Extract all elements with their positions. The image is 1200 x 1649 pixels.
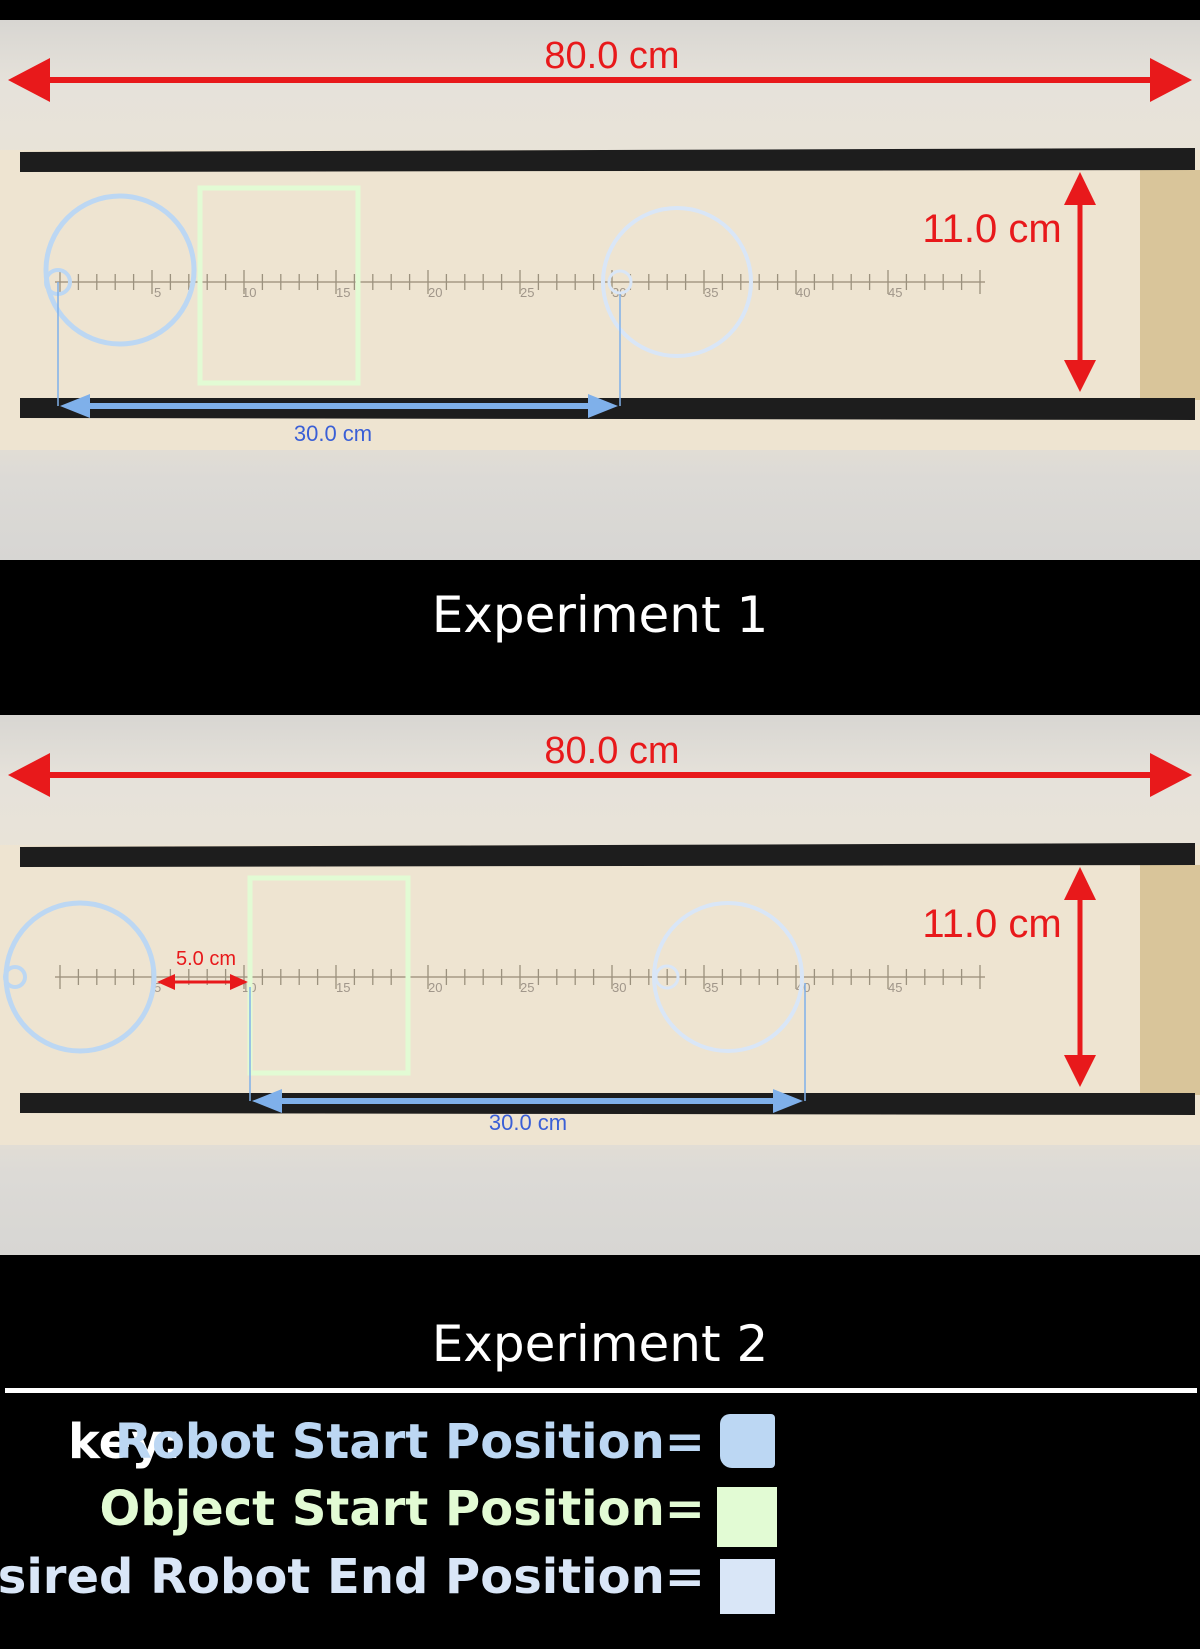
robot-start-reference-dot [3, 965, 27, 989]
robot-end-marker [652, 901, 804, 1053]
robot-end-reference-dot [654, 964, 680, 990]
ruler-label: 10 [242, 285, 256, 300]
ruler-label: 45 [888, 285, 902, 300]
ruler-label: 20 [428, 980, 442, 995]
ruler-label: 25 [520, 285, 534, 300]
key-title: key: [68, 1414, 182, 1470]
gap-dimension-arrow [157, 974, 248, 990]
ruler-label: 35 [704, 285, 718, 300]
height-label: 11.0 cm [922, 902, 1061, 946]
height-dimension-arrow [1064, 172, 1096, 392]
ruler-label: 15 [336, 285, 350, 300]
ruler-label: 5 [154, 285, 161, 300]
ruler-label: 35 [704, 980, 718, 995]
ruler-label: 25 [520, 980, 534, 995]
key-label-robot-start: Robot Start Position= [114, 1414, 705, 1470]
travel-dimension-arrow [57, 282, 621, 418]
robot-end-marker [601, 206, 753, 358]
top-rail [20, 148, 1195, 172]
width-label: 80.0 cm [544, 35, 679, 77]
end-block [1140, 865, 1200, 1095]
travel-label: 30.0 cm [489, 1110, 567, 1135]
object-start-marker [247, 875, 411, 1076]
experiment-1-caption: Experiment 1 [431, 586, 769, 644]
ruler-label: 20 [428, 285, 442, 300]
ruler [55, 965, 985, 989]
experiment-2-caption: Experiment 2 [431, 1315, 769, 1373]
robot-start-marker [43, 193, 197, 347]
ruler [55, 270, 985, 294]
gap-label: 5.0 cm [176, 948, 236, 970]
experiment-1-photo: 5 10 15 20 25 30 35 40 45 80.0 cm 11.0 c… [0, 20, 1200, 560]
object-start-marker [197, 185, 361, 386]
end-block [1140, 170, 1200, 400]
width-dimension-arrow [8, 753, 1192, 797]
ruler-label: 30 [612, 980, 626, 995]
experiment-2-photo: 5 10 15 20 25 30 35 40 45 80.0 cm 11.0 c… [0, 715, 1200, 1255]
ruler-label: 15 [336, 980, 350, 995]
robot-start-swatch [720, 1414, 775, 1468]
ruler-label: 5 [154, 980, 161, 995]
ruler-label: 45 [888, 980, 902, 995]
travel-dimension-arrow [249, 983, 806, 1113]
robot-end-reference-dot [607, 269, 633, 295]
travel-label: 30.0 cm [294, 421, 372, 446]
ruler-label: 40 [796, 285, 810, 300]
robot-end-swatch [720, 1559, 775, 1614]
width-label: 80.0 cm [544, 730, 679, 772]
object-start-swatch [717, 1487, 777, 1547]
height-label: 11.0 cm [922, 207, 1061, 251]
width-dimension-arrow [8, 58, 1192, 102]
height-dimension-arrow [1064, 867, 1096, 1087]
divider [5, 1388, 1197, 1393]
key-label-robot-end: Desired Robot End Position= [0, 1549, 705, 1605]
top-rail [20, 843, 1195, 867]
key-label-object-start: Object Start Position= [99, 1481, 705, 1537]
